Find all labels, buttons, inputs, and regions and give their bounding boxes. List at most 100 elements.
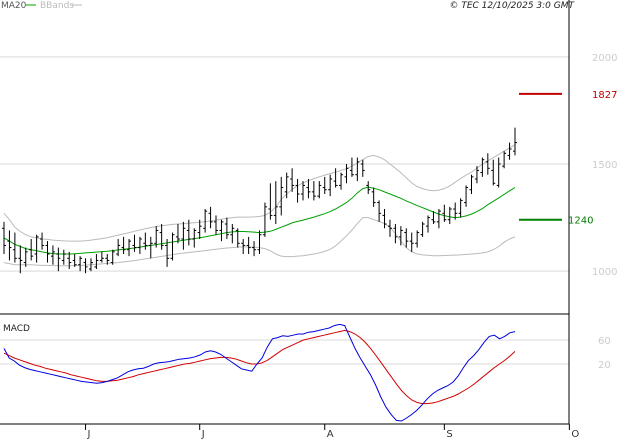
ohlc-bar bbox=[485, 153, 490, 175]
month-tick-label: O bbox=[571, 429, 579, 440]
ohlc-bar bbox=[208, 206, 213, 229]
price-levels: 1827 1240 bbox=[519, 90, 617, 227]
ohlc-bar bbox=[502, 151, 507, 169]
y-axis-labels: 1000 1500 2000 20 60 bbox=[592, 53, 617, 371]
ohlc-bar bbox=[371, 187, 376, 207]
price-y-tick-label: 2000 bbox=[592, 53, 617, 64]
ohlc-bar bbox=[83, 258, 88, 274]
ohlc-bar bbox=[175, 224, 180, 244]
ohlc-bar bbox=[224, 217, 229, 239]
ohlc-bar bbox=[333, 168, 338, 188]
ohlc-bar bbox=[170, 232, 175, 261]
ohlc-bar bbox=[181, 221, 186, 250]
ohlc-bar bbox=[214, 215, 219, 235]
ohlc-bar bbox=[219, 219, 224, 242]
macd-panel-label: MACD bbox=[3, 324, 30, 334]
ohlc-bar bbox=[404, 228, 409, 248]
ohlc-bar bbox=[252, 241, 257, 257]
ohlc-bar bbox=[7, 230, 12, 261]
ohlc-bar bbox=[279, 176, 284, 216]
ohlc-bar bbox=[469, 174, 474, 194]
ohlc-bar bbox=[387, 219, 392, 237]
ohlc-bar bbox=[192, 228, 197, 248]
ohlc-bar bbox=[143, 232, 148, 250]
ohlc-bar bbox=[420, 221, 425, 237]
ohlc-bar bbox=[50, 245, 55, 265]
ohlc-bar bbox=[290, 168, 295, 192]
ohlc-bar bbox=[322, 176, 327, 194]
ohlc-bar bbox=[507, 142, 512, 160]
ohlc-bar bbox=[116, 239, 121, 257]
ohlc-bar bbox=[366, 181, 371, 194]
ohlc-bar bbox=[197, 219, 202, 239]
ohlc-bar bbox=[464, 185, 469, 207]
ohlc-bar bbox=[431, 211, 436, 224]
ohlc-bar bbox=[339, 172, 344, 190]
ohlc-bar bbox=[241, 239, 246, 254]
ohlc-bar bbox=[349, 157, 354, 177]
ohlc-bar bbox=[328, 174, 333, 197]
gridlines bbox=[0, 56, 569, 365]
macd-y-tick-label: 60 bbox=[598, 336, 611, 347]
ohlc-bar bbox=[99, 251, 104, 263]
ohlc-bar bbox=[300, 181, 305, 201]
ohlc-bar bbox=[23, 247, 28, 267]
ohlc-bar bbox=[72, 254, 77, 267]
month-tick-label: A bbox=[327, 429, 334, 440]
ohlc-bar bbox=[311, 181, 316, 201]
ohlc-bar bbox=[2, 221, 6, 254]
ohlc-bar bbox=[409, 232, 414, 252]
ohlc-bar bbox=[137, 236, 142, 254]
ohlc-bar bbox=[344, 164, 349, 184]
ohlc-bar bbox=[78, 256, 83, 272]
ohlc-bar bbox=[474, 166, 479, 184]
macd-y-tick-label: 20 bbox=[598, 360, 611, 371]
month-tick-label: J bbox=[87, 429, 91, 440]
ohlc-bar bbox=[268, 183, 273, 220]
ohlc-bar bbox=[453, 202, 458, 220]
ohlc-bar bbox=[34, 234, 39, 263]
ohlc-bar bbox=[154, 226, 159, 248]
ohlc-bar bbox=[317, 181, 322, 199]
legend-ma20-label: MA20 bbox=[1, 1, 27, 11]
ohlc-bar bbox=[246, 236, 251, 254]
legend: MA20 BBands bbox=[1, 1, 82, 11]
ohlc-bar bbox=[235, 228, 240, 248]
ohlc-bar bbox=[398, 226, 403, 246]
ohlc-bar bbox=[148, 236, 153, 259]
ohlc-bar bbox=[121, 236, 126, 254]
month-tick-label: J bbox=[201, 429, 205, 440]
macd-signal-line bbox=[3, 329, 516, 405]
ohlc-bar bbox=[186, 219, 191, 246]
ohlc-bar bbox=[415, 230, 420, 248]
price-bars bbox=[2, 127, 517, 274]
ohlc-bar bbox=[159, 224, 164, 250]
ohlc-bar bbox=[230, 224, 235, 244]
macd-series bbox=[3, 323, 516, 422]
ohlc-bar bbox=[436, 209, 441, 229]
ohlc-bar bbox=[447, 206, 452, 224]
bband-upper-line bbox=[3, 144, 516, 242]
ohlc-bar bbox=[40, 232, 45, 250]
ohlc-bar bbox=[203, 209, 208, 233]
ohlc-bar bbox=[61, 249, 66, 265]
ohlc-bar bbox=[18, 245, 23, 274]
ohlc-bar bbox=[513, 127, 517, 156]
ohlc-bar bbox=[442, 204, 447, 222]
ohlc-bar bbox=[295, 179, 300, 203]
ohlc-bar bbox=[458, 198, 463, 218]
ohlc-bar bbox=[56, 247, 61, 272]
ohlc-bar bbox=[262, 202, 267, 237]
ohlc-bar bbox=[257, 230, 262, 254]
copyright-timestamp: © TEC 12/10/2025 3:0 GMT bbox=[449, 1, 575, 11]
ohlc-bar bbox=[105, 254, 110, 265]
ohlc-bar bbox=[480, 157, 485, 177]
price-y-tick-label: 1000 bbox=[592, 267, 617, 278]
ohlc-bar bbox=[393, 224, 398, 244]
ohlc-bar bbox=[45, 241, 50, 263]
ohlc-bar bbox=[496, 157, 501, 188]
ohlc-bar bbox=[132, 234, 137, 252]
legend-bbands-label: BBands bbox=[40, 1, 74, 11]
